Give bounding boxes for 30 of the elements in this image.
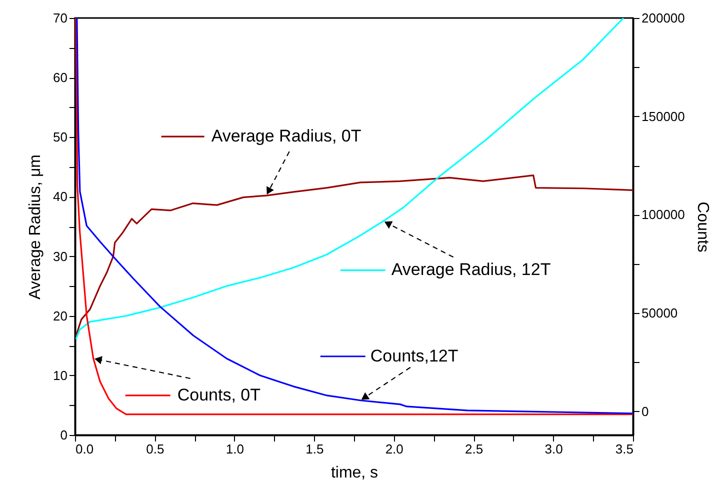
y2-tick-label: 50000 bbox=[642, 306, 678, 321]
line-series bbox=[75, 18, 624, 340]
x-tick-label: 3.0 bbox=[544, 442, 563, 456]
y2-axis-title: Counts bbox=[694, 202, 711, 252]
y2-tick-label: 100000 bbox=[642, 207, 685, 222]
y2-tick-label: 200000 bbox=[642, 10, 685, 26]
x-tick-label: 1.5 bbox=[306, 442, 324, 456]
y-tick-label: 70 bbox=[53, 10, 68, 26]
x-axis-title: time, s bbox=[330, 464, 378, 482]
legend-label: Average Radius, 0T bbox=[211, 126, 362, 146]
x-tick-label: 0.5 bbox=[146, 442, 164, 456]
y-tick-label: 0 bbox=[60, 428, 68, 442]
x-tick-label: 1.0 bbox=[226, 442, 244, 456]
x-tick-label: 0.0 bbox=[76, 442, 94, 456]
y-tick-label: 10 bbox=[53, 368, 68, 383]
y-tick-label: 20 bbox=[53, 308, 68, 324]
x-tick-label: 3.5 bbox=[615, 442, 634, 456]
x-tick-label: 2.0 bbox=[385, 442, 404, 456]
y-tick-label: 30 bbox=[53, 248, 68, 264]
y2-tick-label: 150000 bbox=[642, 108, 685, 124]
line-series bbox=[75, 174, 633, 337]
legend-label: Counts,12T bbox=[370, 346, 458, 366]
y-tick-label: 60 bbox=[53, 70, 68, 86]
legend-label: Average Radius, 12T bbox=[391, 260, 551, 280]
legend-label: Counts, 0T bbox=[177, 385, 260, 404]
y-tick-label: 50 bbox=[53, 130, 68, 145]
y-tick-label: 40 bbox=[53, 189, 68, 204]
y2-tick-label: 0 bbox=[642, 404, 649, 419]
y-axis-title: Average Radius, μm bbox=[27, 154, 44, 300]
x-tick-label: 2.5 bbox=[465, 442, 484, 456]
